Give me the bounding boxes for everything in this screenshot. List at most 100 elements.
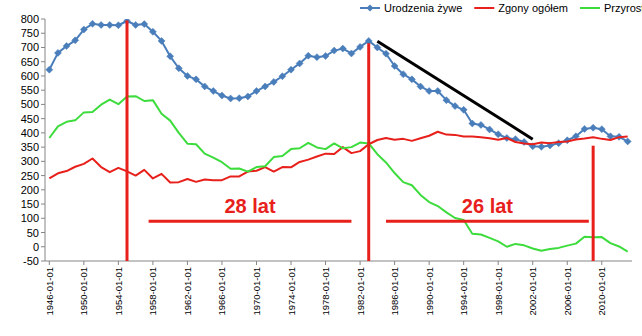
x-tick-label: 1994-01-01 xyxy=(458,267,469,316)
marker xyxy=(486,126,493,133)
y-tick-label: 400 xyxy=(21,127,39,139)
x-tick xyxy=(394,261,395,265)
marker xyxy=(262,83,269,90)
y-tick-label: 350 xyxy=(21,141,39,153)
x-tick xyxy=(118,261,119,265)
x-tick-label: 1990-01-01 xyxy=(424,267,435,316)
annotation-text: 28 lat xyxy=(224,195,275,217)
y-tick-label: 600 xyxy=(21,70,39,82)
marker xyxy=(374,44,381,51)
y-tick-label: 700 xyxy=(21,41,39,53)
x-tick-label: 1978-01-01 xyxy=(320,267,331,316)
y-tick xyxy=(41,175,45,176)
y-tick xyxy=(41,189,45,190)
x-tick-label: 1986-01-01 xyxy=(389,267,400,316)
marker xyxy=(391,62,398,69)
annotation-vline xyxy=(592,146,595,261)
annotation-trend xyxy=(377,41,532,139)
x-tick xyxy=(83,261,84,265)
y-tick xyxy=(41,232,45,233)
y-tick xyxy=(41,132,45,133)
x-tick-label: 1954-01-01 xyxy=(113,267,124,316)
marker xyxy=(598,126,605,133)
marker xyxy=(348,50,355,57)
y-tick-label: 100 xyxy=(21,212,39,224)
marker xyxy=(244,93,251,100)
marker xyxy=(400,71,407,78)
y-tick-label: 150 xyxy=(21,198,39,210)
x-tick-label: 1950-01-01 xyxy=(78,267,89,316)
marker xyxy=(331,47,338,54)
marker xyxy=(149,28,156,35)
y-tick-label: 200 xyxy=(21,184,39,196)
marker xyxy=(175,65,182,72)
legend: Urodzenia żyweZgony ogółemPrzyrost natur… xyxy=(360,2,642,14)
x-tick xyxy=(601,261,602,265)
marker xyxy=(236,95,243,102)
x-tick-label: 2010-01-01 xyxy=(596,267,607,316)
marker xyxy=(193,76,200,83)
marker xyxy=(322,53,329,60)
annotation-vline xyxy=(126,20,129,261)
series-line xyxy=(49,132,627,183)
marker xyxy=(417,83,424,90)
x-tick-label: 2002-01-01 xyxy=(527,267,538,316)
marker xyxy=(469,120,476,127)
series-line xyxy=(49,96,627,251)
marker xyxy=(80,26,87,33)
y-tick xyxy=(41,90,45,91)
y-tick xyxy=(41,246,45,247)
y-tick xyxy=(41,218,45,219)
marker xyxy=(477,121,484,128)
plot-area xyxy=(46,19,631,252)
x-tick xyxy=(221,261,222,265)
marker xyxy=(434,88,441,95)
marker xyxy=(443,97,450,104)
marker xyxy=(98,21,105,28)
x-tick xyxy=(567,261,568,265)
y-tick xyxy=(41,118,45,119)
x-tick xyxy=(291,261,292,265)
marker xyxy=(72,37,79,44)
x-tick xyxy=(498,261,499,265)
y-tick-label: 50 xyxy=(27,227,39,239)
marker xyxy=(115,22,122,29)
marker xyxy=(305,52,312,59)
marker xyxy=(54,49,61,56)
annotation-vline xyxy=(367,43,370,261)
marker xyxy=(89,20,96,27)
y-tick xyxy=(41,204,45,205)
annotation-text: 26 lat xyxy=(462,195,513,217)
x-tick xyxy=(325,261,326,265)
x-tick-label: 1970-01-01 xyxy=(251,267,262,316)
x-tick xyxy=(463,261,464,265)
x-tick xyxy=(532,261,533,265)
marker xyxy=(184,72,191,79)
y-tick-label: 500 xyxy=(21,98,39,110)
marker xyxy=(426,88,433,95)
y-tick-label: 250 xyxy=(21,170,39,182)
annotation-span xyxy=(149,220,352,223)
x-tick xyxy=(187,261,188,265)
x-tick xyxy=(152,261,153,265)
marker xyxy=(279,73,286,80)
y-tick-label: 650 xyxy=(21,56,39,68)
marker xyxy=(106,21,113,28)
marker xyxy=(590,124,597,131)
marker xyxy=(253,88,260,95)
chart: -500501001502002503003504004505005506006… xyxy=(0,0,642,336)
x-tick-label: 1974-01-01 xyxy=(286,267,297,316)
marker xyxy=(357,43,364,50)
y-tick xyxy=(41,47,45,48)
marker xyxy=(408,76,415,83)
marker xyxy=(227,95,234,102)
y-tick xyxy=(41,75,45,76)
legend-swatch xyxy=(474,7,494,9)
marker xyxy=(452,103,459,110)
x-tick-label: 1958-01-01 xyxy=(147,267,158,316)
y-tick xyxy=(41,261,45,262)
x-tick xyxy=(256,261,257,265)
x-axis xyxy=(45,261,632,262)
legend-label: Przyrost naturalny xyxy=(604,2,642,14)
y-tick-label: 300 xyxy=(21,155,39,167)
